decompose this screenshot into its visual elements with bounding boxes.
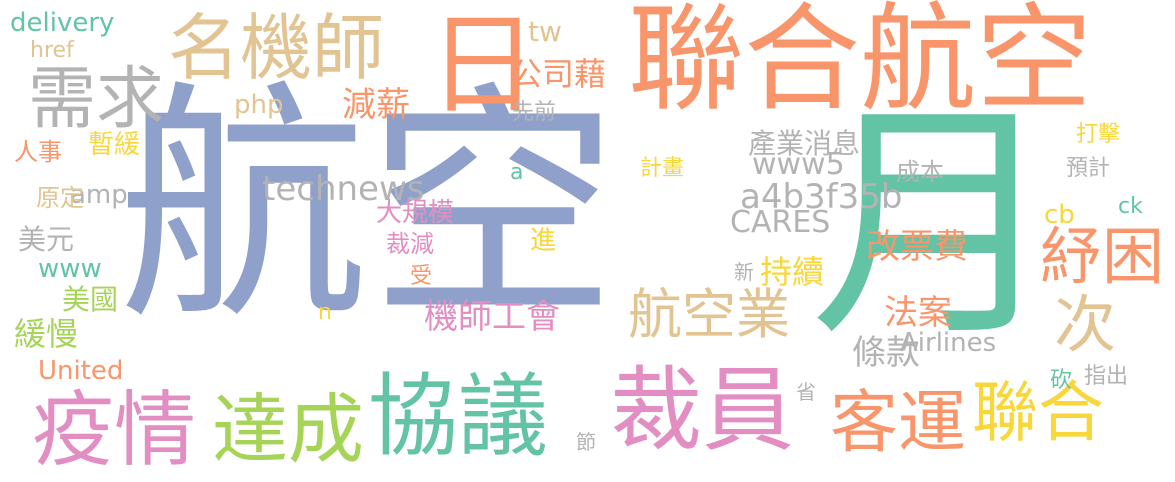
word-yuji: 預計 xyxy=(1066,156,1111,181)
word-faan: 法案 xyxy=(884,293,952,333)
word-jianxin: 減薪 xyxy=(342,85,410,125)
word-xieyi: 協議 xyxy=(368,364,548,469)
word-ck: ck xyxy=(1118,194,1143,219)
word-zanhuan: 暫緩 xyxy=(88,130,141,160)
word-xianqian: 先前 xyxy=(512,100,557,125)
word-hangkong: 航空 xyxy=(118,61,618,352)
word-lianhe: 聯合 xyxy=(972,374,1104,451)
word-ri: 日 xyxy=(428,1,538,129)
word-zhichu: 指出 xyxy=(1084,364,1129,389)
word-amp: amp xyxy=(70,180,128,210)
word-yue: 月 xyxy=(810,79,1060,370)
word-united: United xyxy=(38,356,124,386)
word-tiaokuan: 條款 xyxy=(852,333,920,373)
word-daji: 打擊 xyxy=(1076,122,1121,147)
word-cares: CARES xyxy=(730,205,831,240)
word-a4b3f35b: a4b3f35b xyxy=(740,177,903,217)
word-meiguo: 美國 xyxy=(62,283,119,316)
word-meiyuan: 美元 xyxy=(18,223,75,256)
word-n: n xyxy=(318,300,332,325)
word-www5: www5 xyxy=(752,147,845,182)
word-xuqiu: 需求 xyxy=(28,60,165,139)
word-caijian: 裁減 xyxy=(386,230,434,258)
word-xin: 新 xyxy=(734,260,754,284)
word-chanye-xiaoxi: 產業消息 xyxy=(748,127,861,160)
word-keyun: 客運 xyxy=(830,384,967,463)
word-chengben: 成本 xyxy=(896,158,944,186)
word-caiyuan: 裁員 xyxy=(610,357,795,464)
word-yiqing: 疫情 xyxy=(32,383,197,478)
word-php: php xyxy=(234,90,284,120)
word-hangkongye: 航空業 xyxy=(628,283,790,346)
word-airlines: Airlines xyxy=(900,328,997,358)
word-tw: tw xyxy=(528,15,562,48)
word-sheng: 省 xyxy=(796,380,816,404)
word-jin: 進 xyxy=(530,226,557,256)
word-a: a xyxy=(510,160,524,185)
word-dacheng: 達成 xyxy=(212,385,364,474)
word-shukun: 紓困 xyxy=(1040,220,1165,293)
word-gaipiaofei: 改票費 xyxy=(866,227,968,267)
word-www: www xyxy=(38,254,102,284)
word-cb: cb xyxy=(1044,200,1075,230)
word-technews: technews xyxy=(262,169,425,209)
word-kan: 砍 xyxy=(1050,368,1073,393)
word-yuanding: 原定 xyxy=(36,184,84,212)
word-gongsi-jie: 公司藉 xyxy=(510,55,607,93)
word-chixu: 持續 xyxy=(760,253,825,291)
word-jishi-gonghui: 機師工會 xyxy=(424,297,560,337)
word-renshi: 人事 xyxy=(14,138,62,166)
word-lianhe-hangkong: 聯合航空 xyxy=(628,0,1092,127)
word-jihua: 計畫 xyxy=(640,156,685,181)
word-jie: 節 xyxy=(576,430,596,454)
word-mingjishi: 名機師 xyxy=(168,6,385,90)
word-daguimo: 大規模 xyxy=(376,198,455,228)
word-ci: 次 xyxy=(1054,288,1117,361)
word-huanman: 緩慢 xyxy=(14,315,79,353)
word-delivery: delivery xyxy=(10,8,115,38)
word-shou: 受 xyxy=(410,264,433,289)
word-href: href xyxy=(30,38,74,63)
